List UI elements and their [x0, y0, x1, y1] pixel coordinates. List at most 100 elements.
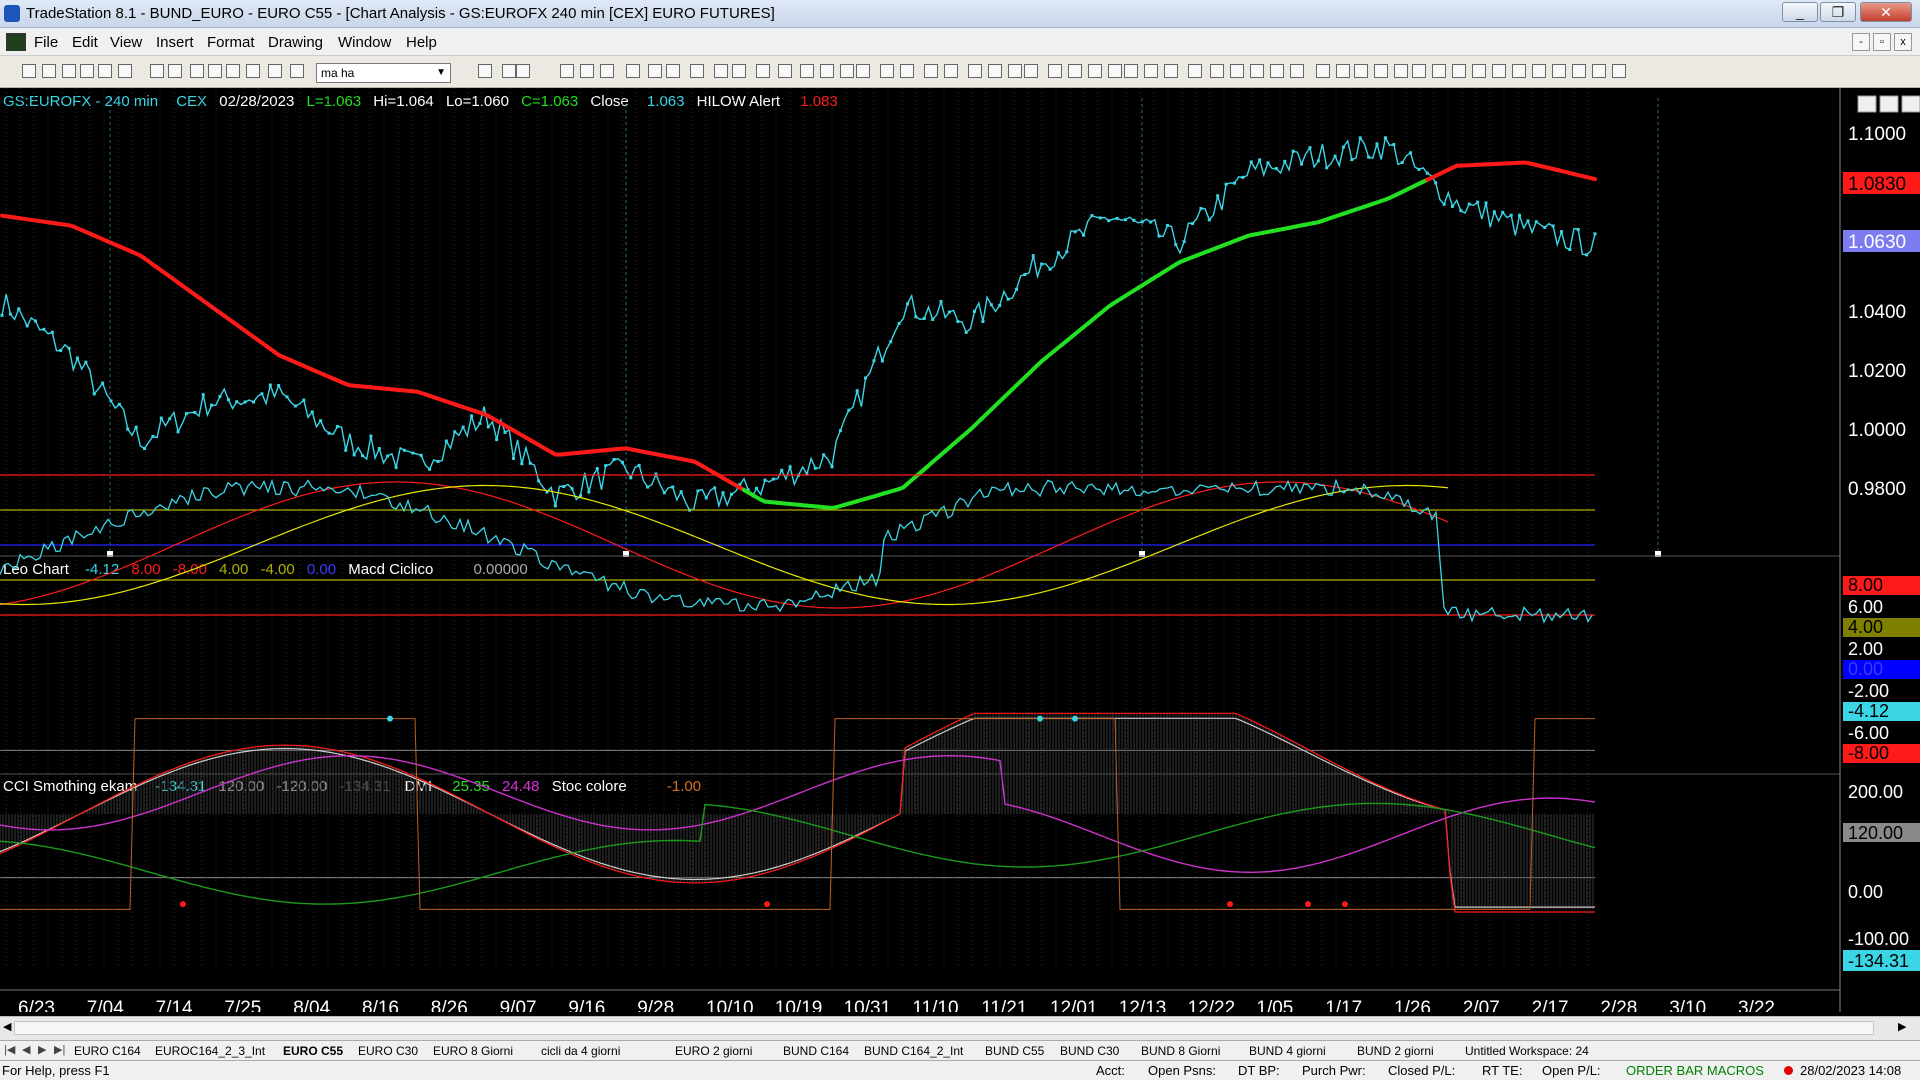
- workspace-tab[interactable]: BUND C55: [985, 1044, 1045, 1058]
- toolbar-tool-43-icon[interactable]: [1108, 64, 1122, 78]
- workspace-tab[interactable]: EURO C30: [358, 1044, 419, 1058]
- toolbar-tool-67-icon[interactable]: [1592, 64, 1606, 78]
- minimize-button[interactable]: _: [1782, 2, 1818, 22]
- toolbar-tool-17-icon[interactable]: [560, 64, 574, 78]
- symbol-combo[interactable]: ma ha ▼: [316, 63, 451, 83]
- toolbar-tool-36-icon[interactable]: [968, 64, 982, 78]
- workspace-tab[interactable]: BUND 8 Giorni: [1141, 1044, 1221, 1058]
- mdi-close-button[interactable]: x: [1894, 33, 1912, 51]
- toolbar-tool-33-icon[interactable]: [900, 64, 914, 78]
- toolbar-tool-22-icon[interactable]: [666, 64, 680, 78]
- toolbar-tool-52-icon[interactable]: [1290, 64, 1304, 78]
- toolbar-paste-icon[interactable]: [98, 64, 112, 78]
- toolbar-tool-14-icon[interactable]: [478, 64, 492, 78]
- chart-doc-icon[interactable]: [6, 33, 26, 51]
- toolbar-print-icon[interactable]: [118, 64, 132, 78]
- toolbar-tool-18-icon[interactable]: [580, 64, 594, 78]
- toolbar-tool-45-icon[interactable]: [1144, 64, 1158, 78]
- toolbar-tool-58-icon[interactable]: [1412, 64, 1426, 78]
- toolbar-tool-50-icon[interactable]: [1250, 64, 1264, 78]
- toolbar-preview-icon[interactable]: [150, 64, 164, 78]
- toolbar-tool-30-icon[interactable]: [840, 64, 854, 78]
- toolbar-tool-61-icon[interactable]: [1472, 64, 1486, 78]
- toolbar-tool-57-icon[interactable]: [1394, 64, 1408, 78]
- toolbar-tool-32-icon[interactable]: [880, 64, 894, 78]
- toolbar-copy-icon[interactable]: [80, 64, 94, 78]
- menu-file[interactable]: File: [34, 34, 59, 51]
- toolbar-tool-65-icon[interactable]: [1552, 64, 1566, 78]
- cci-red-line[interactable]: [0, 712, 1595, 913]
- toolbar-tool-38-icon[interactable]: [1008, 64, 1022, 78]
- toolbar-tool-29-icon[interactable]: [820, 64, 834, 78]
- workspace-tab[interactable]: EUROC164_2_3_Int: [155, 1044, 266, 1058]
- toolbar-tool-44-icon[interactable]: [1124, 64, 1138, 78]
- toolbar-cut-icon[interactable]: [168, 64, 182, 78]
- workspace-tab[interactable]: EURO 2 giorni: [675, 1044, 753, 1058]
- toolbar-tool-35-icon[interactable]: [944, 64, 958, 78]
- maximize-button[interactable]: ❐: [1820, 2, 1856, 22]
- cci-white-line[interactable]: [0, 717, 1595, 908]
- toolbar-tool-25-icon[interactable]: [732, 64, 746, 78]
- toolbar-tool-15-icon[interactable]: [502, 64, 516, 78]
- toolbar-tool-31-icon[interactable]: [856, 64, 870, 78]
- menu-window[interactable]: Window: [338, 34, 392, 51]
- toolbar-insert-icon[interactable]: [226, 64, 240, 78]
- close-button[interactable]: ✕: [1860, 2, 1912, 22]
- toolbar-undo-icon[interactable]: [190, 64, 204, 78]
- workspace-tab[interactable]: EURO C164: [74, 1044, 141, 1058]
- menu-drawing[interactable]: Drawing: [268, 34, 324, 51]
- workspace-tab[interactable]: Untitled Workspace: 24: [1465, 1044, 1589, 1058]
- toolbar-tool-46-icon[interactable]: [1164, 64, 1178, 78]
- workspace-tab[interactable]: cicli da 4 giorni: [541, 1044, 621, 1058]
- menu-format[interactable]: Format: [207, 34, 255, 51]
- toolbar-tool-51-icon[interactable]: [1270, 64, 1284, 78]
- toolbar-redo-icon[interactable]: [208, 64, 222, 78]
- toolbar-tool-34-icon[interactable]: [924, 64, 938, 78]
- workspace-tab[interactable]: EURO C55: [283, 1044, 344, 1058]
- status-order-bar-macros[interactable]: ORDER BAR MACROS: [1626, 1063, 1764, 1078]
- toolbar-save-icon[interactable]: [62, 64, 76, 78]
- toolbar-tool-42-icon[interactable]: [1088, 64, 1102, 78]
- toolbar-tool-24-icon[interactable]: [714, 64, 728, 78]
- toolbar-tool-59-icon[interactable]: [1432, 64, 1446, 78]
- toolbar-tool-56-icon[interactable]: [1374, 64, 1388, 78]
- panel-restore-button[interactable]: [1879, 95, 1899, 113]
- panel-close-button[interactable]: [1901, 95, 1920, 113]
- toolbar-tool-27-icon[interactable]: [778, 64, 792, 78]
- scroll-thumb[interactable]: [14, 1021, 1874, 1035]
- workspace-tab[interactable]: BUND C164: [783, 1044, 850, 1058]
- tab-first-icon[interactable]: |◀: [4, 1044, 16, 1056]
- toolbar-tool-21-icon[interactable]: [648, 64, 662, 78]
- horizontal-scrollbar[interactable]: ◀ ▶: [0, 1016, 1920, 1040]
- toolbar-tool-16-icon[interactable]: [516, 64, 530, 78]
- osc-cyan-line[interactable]: [0, 478, 1593, 624]
- toolbar-format-icon[interactable]: [246, 64, 260, 78]
- osc-red-wave[interactable]: [0, 481, 1449, 609]
- toolbar-tool-19-icon[interactable]: [600, 64, 614, 78]
- price-line[interactable]: [1, 135, 1596, 511]
- toolbar-tool-49-icon[interactable]: [1230, 64, 1244, 78]
- toolbar-tool-62-icon[interactable]: [1492, 64, 1506, 78]
- chevron-down-icon[interactable]: ▼: [436, 67, 446, 78]
- toolbar-tool-20-icon[interactable]: [626, 64, 640, 78]
- toolbar-tool-37-icon[interactable]: [988, 64, 1002, 78]
- toolbar-tool-28-icon[interactable]: [800, 64, 814, 78]
- toolbar-tool-63-icon[interactable]: [1512, 64, 1526, 78]
- toolbar-tool-40-icon[interactable]: [1048, 64, 1062, 78]
- menu-insert[interactable]: Insert: [156, 34, 194, 51]
- scroll-right-icon[interactable]: ▶: [1898, 1021, 1907, 1033]
- toolbar-tool-26-icon[interactable]: [756, 64, 770, 78]
- panel-minimize-button[interactable]: [1857, 95, 1877, 113]
- workspace-tab[interactable]: BUND 2 giorni: [1357, 1044, 1434, 1058]
- scroll-left-icon[interactable]: ◀: [3, 1021, 12, 1033]
- menu-help[interactable]: Help: [406, 34, 437, 51]
- toolbar-tool-48-icon[interactable]: [1210, 64, 1224, 78]
- menu-edit[interactable]: Edit: [72, 34, 98, 51]
- stoc-orange-line[interactable]: [0, 718, 1595, 910]
- workspace-tab[interactable]: BUND C164_2_Int: [864, 1044, 964, 1058]
- workspace-tab[interactable]: BUND C30: [1060, 1044, 1120, 1058]
- dmi-green-line[interactable]: [0, 802, 1596, 905]
- workspace-tab[interactable]: BUND 4 giorni: [1249, 1044, 1326, 1058]
- toolbar-tool-66-icon[interactable]: [1572, 64, 1586, 78]
- moving-average-line[interactable]: [0, 160, 1597, 510]
